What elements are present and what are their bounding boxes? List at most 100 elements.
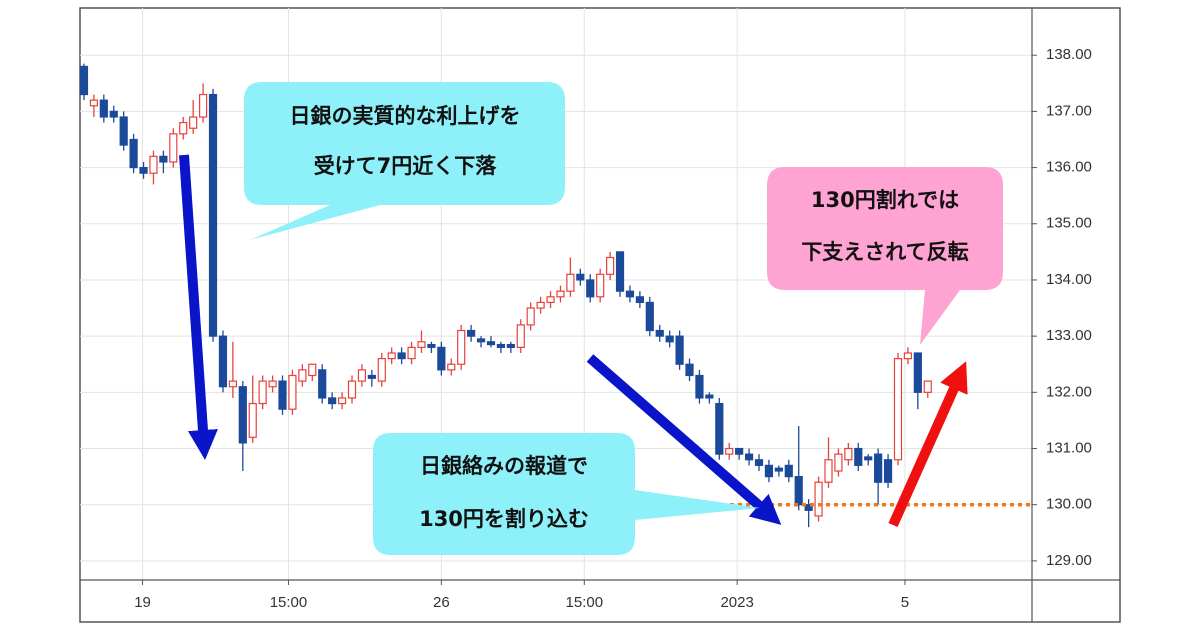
arrow-up [888,361,968,528]
candle-body [903,352,913,360]
candle-body [427,343,436,348]
candle-body [804,504,813,511]
candle-body [844,447,853,461]
candle-body [705,394,714,399]
candle-body [298,369,307,382]
candle-body [913,352,922,393]
candle-body [417,341,426,348]
candle-body [119,116,128,146]
candle-body [437,346,446,371]
y-tick-label: 133.00 [1046,327,1092,344]
candle-body [159,155,168,163]
callout-text: 130円を割り込む [419,507,589,531]
callout [767,167,1003,345]
candle-body [883,459,893,483]
candle-body [79,65,89,96]
callout [373,433,760,555]
candle-body [179,122,188,135]
candle-body [864,456,873,461]
candle-body [536,301,545,309]
candle-body [457,329,466,365]
candle-body [635,296,644,304]
arrow-down [179,154,218,460]
candle-body [328,397,337,405]
candle-body [387,352,396,360]
candle-body [139,166,148,174]
candle-body [774,467,783,472]
candle-body [516,324,525,348]
candle-body [556,290,565,298]
x-tick-label: 26 [433,594,450,611]
candle-body [228,380,237,388]
candle-body [526,307,535,326]
candle-body [854,447,863,466]
candle-body [794,476,803,506]
callout-text: 日銀の実質的な利上げを [290,104,521,128]
y-tick-label: 132.00 [1046,383,1092,400]
x-tick-label: 2023 [720,594,753,611]
candle-body [506,343,515,348]
candle-body [189,116,198,129]
candle-body [308,363,317,377]
candle-body [337,397,347,405]
candle-body [834,453,843,472]
candle-body [675,335,684,365]
candle-body [169,133,178,163]
y-tick-label: 134.00 [1046,271,1092,288]
candle-body [735,447,744,455]
candle-body [695,374,704,399]
callout-text: 130円割れでは [811,188,959,212]
candle-body [218,335,228,388]
candle-body [923,380,932,393]
x-tick-label: 15:00 [270,594,308,611]
candle-body [824,459,833,483]
candle-body [198,93,208,118]
candle-body [576,273,585,281]
y-tick-label: 131.00 [1046,439,1092,456]
candle-body [566,273,575,292]
x-tick-label: 19 [134,594,151,611]
y-tick-label: 137.00 [1046,102,1092,119]
candle-body [109,110,118,118]
candle-body [288,374,297,410]
y-tick-label: 129.00 [1046,552,1092,569]
y-tick-label: 138.00 [1046,46,1092,63]
callout-text: 下支えされて反転 [801,240,968,264]
candle-body [318,369,327,399]
x-tick-label: 5 [901,594,909,611]
candle-body [258,380,267,405]
candle-body [347,380,357,399]
y-tick-label: 135.00 [1046,215,1092,232]
candle-body [486,341,496,346]
y-tick-label: 130.00 [1046,496,1092,513]
candle-body [655,329,664,337]
candle-body [476,338,486,343]
arrow-down [586,354,782,525]
candle-body [496,343,506,348]
x-tick-label: 15:00 [566,594,604,611]
candle-body [397,352,406,360]
candle-body [357,369,367,382]
candle-body [715,402,724,455]
candle-body [764,464,774,478]
candle-body [606,256,615,275]
callout-text: 日銀絡みの報道で [420,454,588,478]
candle-body [615,251,625,292]
candle-body [377,358,386,382]
candle-body [208,93,218,337]
candle-body [814,481,823,517]
candle-body [248,402,257,438]
candle-body [149,155,158,174]
candle-body [367,374,376,379]
candle-body [278,380,287,410]
candle-body [893,358,903,461]
callout-text: 受けて7円近く下落 [314,154,498,178]
candle-body [665,335,674,343]
candle-body [754,459,764,466]
candle-body [596,273,605,298]
candle-body [546,296,555,304]
candle-body [407,346,416,360]
callout [244,82,565,240]
candle-body [268,380,277,388]
